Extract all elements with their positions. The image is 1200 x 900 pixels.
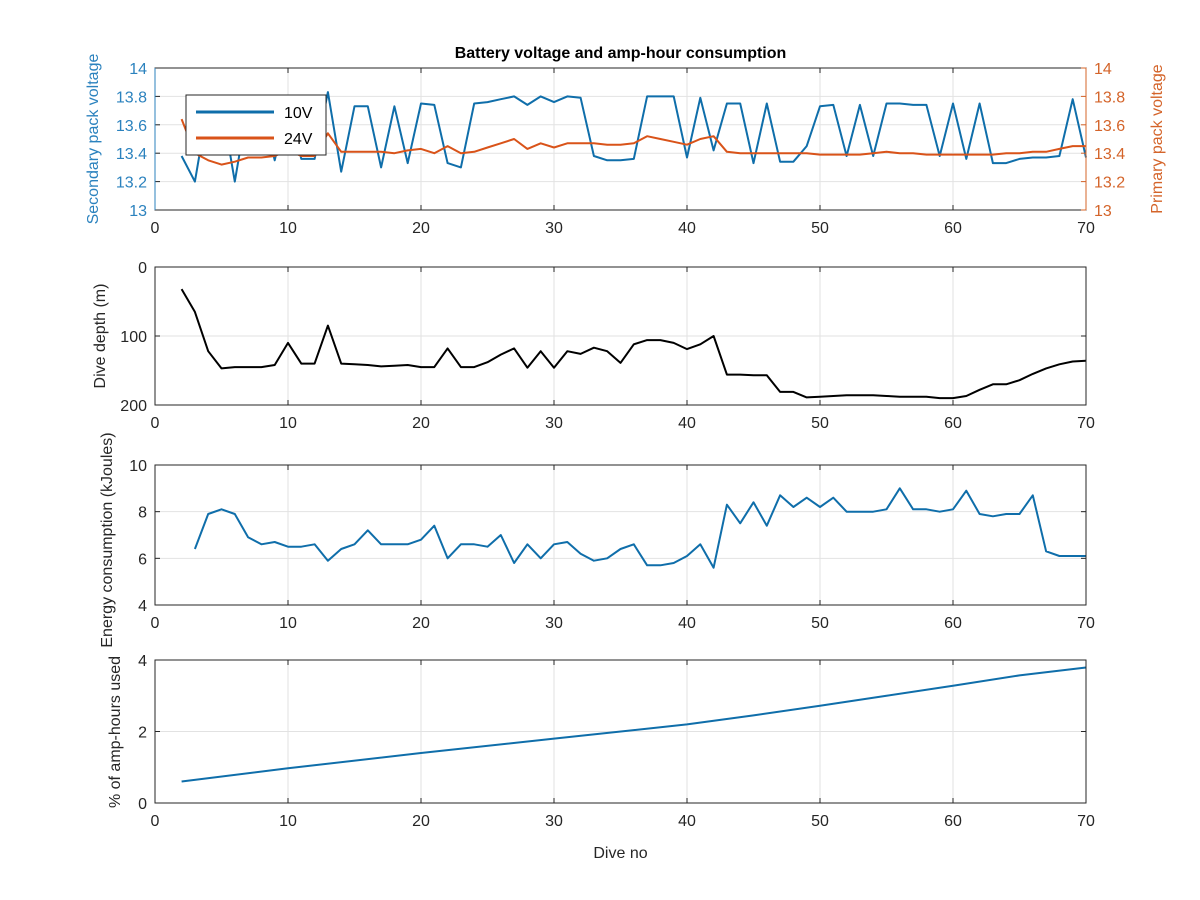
x-axis-label: Dive no bbox=[593, 845, 647, 862]
y-tick-label: 2 bbox=[138, 725, 147, 742]
y-tick-label: 4 bbox=[138, 653, 147, 670]
series-line-24V bbox=[180, 118, 1086, 166]
y-tick-label: 13 bbox=[129, 203, 147, 220]
y-axis-label: Dive depth (m) bbox=[92, 284, 109, 389]
x-tick-label: 50 bbox=[811, 813, 829, 830]
x-tick-label: 70 bbox=[1077, 615, 1095, 632]
x-tick-label: 60 bbox=[944, 813, 962, 830]
y-tick-label: 100 bbox=[120, 329, 147, 346]
x-tick-label: 70 bbox=[1077, 813, 1095, 830]
y-right-tick-label: 13 bbox=[1094, 203, 1112, 220]
chart-panel-2: 0 10 20 30 40 50 60 70 0 100 200 Dive depth (m) bbox=[92, 260, 1095, 432]
x-tick-label: 20 bbox=[412, 615, 430, 632]
plot-area bbox=[155, 465, 1086, 605]
y-right-tick-label: 13.2 bbox=[1094, 175, 1125, 192]
y-tick-label: 13.4 bbox=[116, 146, 147, 163]
x-tick-label: 60 bbox=[944, 415, 962, 432]
y-right-tick-label: 13.4 bbox=[1094, 146, 1125, 163]
x-tick-label: 40 bbox=[678, 813, 696, 830]
y-right-tick-label: 13.8 bbox=[1094, 89, 1125, 106]
y-tick-label: 10 bbox=[129, 458, 147, 475]
x-tick-label: 0 bbox=[151, 220, 160, 237]
legend-label: 10V bbox=[284, 105, 313, 122]
x-tick-label: 70 bbox=[1077, 415, 1095, 432]
x-tick-label: 20 bbox=[412, 415, 430, 432]
legend-label: 24V bbox=[284, 131, 313, 148]
series-line-1 bbox=[181, 666, 1087, 783]
x-tick-label: 0 bbox=[151, 415, 160, 432]
x-tick-label: 30 bbox=[545, 813, 563, 830]
x-tick-label: 40 bbox=[678, 220, 696, 237]
chart-title: Battery voltage and amp-hour consumption bbox=[455, 45, 787, 62]
x-tick-label: 0 bbox=[151, 615, 160, 632]
x-tick-label: 50 bbox=[811, 615, 829, 632]
chart-panel-3: 0 10 20 30 40 50 60 70 4 6 8 10 Energy consumption (… bbox=[99, 432, 1095, 647]
y-tick-label: 13.2 bbox=[116, 175, 147, 192]
x-tick-label: 10 bbox=[279, 220, 297, 237]
chart-panel-4: 0 10 20 30 40 50 60 70 0 2 4 % of amp-hours used Div… bbox=[107, 653, 1095, 862]
x-tick-label: 0 bbox=[151, 813, 160, 830]
y-tick-label: 13.8 bbox=[116, 89, 147, 106]
y-tick-label: 4 bbox=[138, 598, 147, 615]
y-tick-label: 8 bbox=[138, 505, 147, 522]
x-tick-label: 30 bbox=[545, 615, 563, 632]
x-tick-label: 50 bbox=[811, 415, 829, 432]
y-right-tick-label: 13.6 bbox=[1094, 118, 1125, 135]
series-line-1 bbox=[193, 487, 1086, 569]
x-tick-label: 40 bbox=[678, 415, 696, 432]
charts: 0 10 20 30 40 50 60 701313.213.413.613.8141313.… bbox=[85, 45, 1166, 862]
x-tick-label: 20 bbox=[412, 220, 430, 237]
legend: 10V 24V bbox=[185, 94, 327, 156]
y-axis-label: Energy consumption (kJoules) bbox=[99, 432, 116, 647]
y-right-tick-label: 14 bbox=[1094, 61, 1112, 78]
y-axis-label-right: Primary pack voltage bbox=[1149, 64, 1166, 213]
y-axis-label: Secondary pack voltage bbox=[85, 54, 102, 225]
y-tick-label: 0 bbox=[138, 260, 147, 277]
x-tick-label: 60 bbox=[944, 220, 962, 237]
legend-box bbox=[185, 94, 327, 156]
x-tick-label: 10 bbox=[279, 813, 297, 830]
x-tick-label: 60 bbox=[944, 615, 962, 632]
series-line-1 bbox=[180, 288, 1087, 400]
series-line-10V bbox=[180, 91, 1087, 183]
y-tick-label: 6 bbox=[138, 551, 147, 568]
x-tick-label: 40 bbox=[678, 615, 696, 632]
y-tick-label: 13.6 bbox=[116, 118, 147, 135]
x-tick-label: 70 bbox=[1077, 220, 1095, 237]
x-tick-label: 10 bbox=[279, 615, 297, 632]
x-tick-label: 20 bbox=[412, 813, 430, 830]
x-tick-label: 30 bbox=[545, 415, 563, 432]
x-tick-label: 10 bbox=[279, 415, 297, 432]
y-axis-label: % of amp-hours used bbox=[107, 656, 124, 808]
y-tick-label: 14 bbox=[129, 61, 147, 78]
y-tick-label: 0 bbox=[138, 796, 147, 813]
chart-panel-1: 0 10 20 30 40 50 60 701313.213.413.613.8141313.… bbox=[85, 45, 1166, 237]
axes-box bbox=[154, 464, 1087, 606]
y-tick-label: 200 bbox=[120, 398, 147, 415]
x-tick-label: 30 bbox=[545, 220, 563, 237]
x-tick-label: 50 bbox=[811, 220, 829, 237]
